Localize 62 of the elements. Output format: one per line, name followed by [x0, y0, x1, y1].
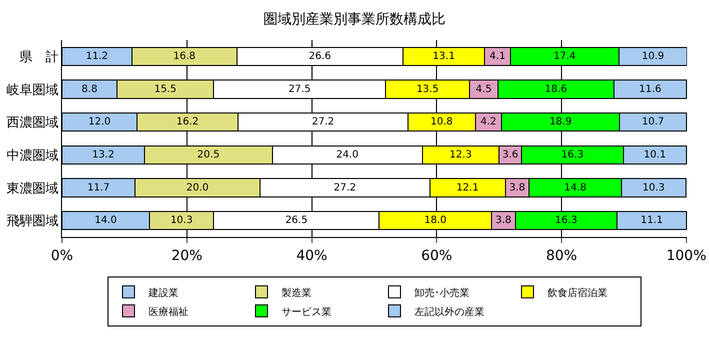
data-label: 12.0	[88, 116, 111, 128]
legend-label: 製造業	[282, 286, 312, 299]
data-label: 16.8	[173, 50, 196, 62]
data-label: 11.6	[639, 84, 662, 95]
data-label: 10.3	[642, 182, 665, 194]
data-label: 3.8	[509, 182, 526, 194]
data-label: 10.3	[170, 215, 193, 226]
legend-label: 飲食店宿泊業	[548, 286, 608, 299]
y-tick-label: 県 計	[19, 50, 58, 65]
data-label: 12.1	[456, 182, 479, 194]
data-label: 10.7	[642, 116, 664, 128]
data-label: 3.8	[495, 215, 512, 226]
data-label: 10.9	[642, 50, 664, 62]
data-label: 13.2	[92, 149, 114, 160]
data-label: 20.5	[197, 149, 220, 160]
data-label: 11.7	[87, 182, 110, 194]
data-label: 12.3	[450, 149, 472, 160]
data-label: 26.6	[308, 50, 332, 62]
y-tick-label: 中濃圏域	[6, 148, 58, 164]
data-label: 27.5	[288, 84, 311, 95]
y-tick-label: 飛騨圏域	[6, 214, 58, 230]
data-label: 4.5	[476, 84, 492, 95]
data-label: 26.5	[285, 215, 308, 226]
data-label: 24.0	[336, 149, 358, 160]
data-label: 18.9	[549, 116, 572, 128]
data-label: 16.3	[561, 149, 584, 160]
data-label: 17.4	[553, 50, 576, 62]
data-label: 14.0	[94, 215, 117, 226]
legend-label: サービス業	[282, 306, 332, 318]
data-label: 16.3	[555, 215, 578, 226]
data-label: 16.2	[176, 116, 199, 128]
data-label: 18.0	[424, 215, 447, 226]
data-label: 20.0	[186, 182, 209, 194]
x-tick-label: 100%	[666, 248, 706, 264]
data-label: 11.1	[640, 215, 663, 226]
data-label: 11.2	[86, 50, 108, 62]
data-label: 4.1	[490, 50, 506, 62]
y-tick-label: 岐阜圏域	[6, 82, 58, 98]
data-label: 27.2	[312, 116, 334, 128]
legend-label: 左記以外の産業	[414, 306, 484, 318]
y-tick-label: 東濃圏域	[6, 181, 58, 196]
data-label: 15.5	[154, 84, 176, 95]
legend-label: 建設業	[148, 286, 178, 299]
data-label: 14.8	[564, 182, 586, 194]
x-tick-label: 80%	[546, 248, 578, 264]
data-label: 10.1	[644, 149, 666, 160]
data-label: 8.8	[82, 84, 98, 95]
data-label: 13.1	[432, 50, 455, 62]
data-label: 13.5	[416, 84, 439, 95]
data-label: 3.6	[502, 149, 518, 160]
data-label: 10.8	[430, 116, 453, 128]
data-label: 18.6	[544, 84, 568, 95]
legend-label: 医療福祉	[148, 306, 188, 318]
data-label: 27.2	[334, 182, 356, 194]
x-tick-label: 60%	[421, 248, 452, 264]
legend-label: 卸売･小売業	[414, 286, 470, 299]
x-tick-label: 0%	[50, 248, 74, 264]
data-label: 4.2	[480, 116, 496, 128]
x-tick-label: 20%	[171, 248, 202, 264]
y-tick-label: 西濃圏域	[6, 116, 58, 131]
x-tick-label: 40%	[296, 248, 328, 264]
chart-title: 圏域別産業別事業所数構成比	[264, 11, 446, 28]
